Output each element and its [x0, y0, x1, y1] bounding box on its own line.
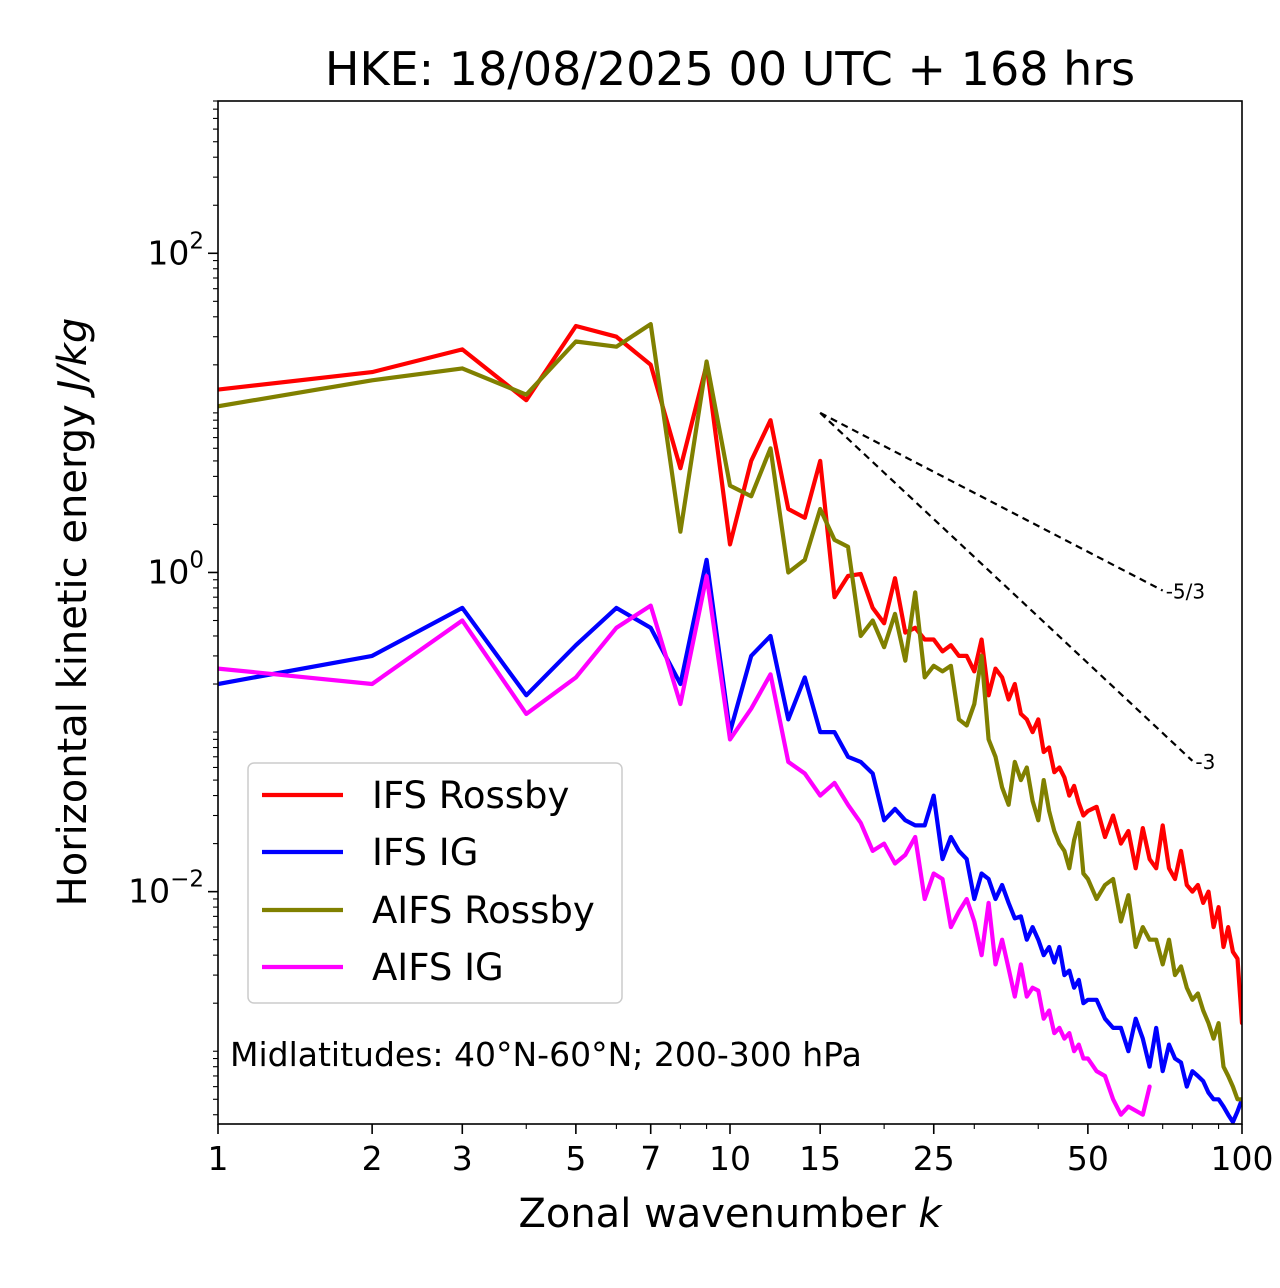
reference-slope-line-2: [819, 412, 1194, 762]
legend: IFS Rossby IFS IG AIFS Rossby AIFS IG: [247, 762, 623, 1004]
x-tick-label: 2: [362, 1139, 383, 1178]
x-axis-title: Zonal wavenumber k: [518, 1191, 943, 1237]
x-tick-label: 3: [452, 1139, 473, 1178]
x-tick-label: 1: [208, 1139, 229, 1178]
series-line-aifs-rossby: [218, 322, 1242, 1102]
x-tick-label: 15: [799, 1139, 841, 1178]
x-tick-label: 7: [640, 1139, 661, 1178]
x-tick-label: 5: [565, 1139, 586, 1178]
x-axis-label: Zonal wavenumber: [518, 1191, 906, 1237]
y-tick-label: 10−2: [128, 867, 204, 911]
x-axis: 1 2 3 5 7 10 15 25 50 100: [208, 1124, 1274, 1178]
legend-box: [247, 762, 623, 1004]
series-line-ifs-ig: [218, 557, 1242, 1124]
x-axis-variable: k: [918, 1191, 943, 1237]
y-axis-label: Horizontal kinetic energy: [50, 404, 96, 906]
series-line-aifs-ig: [218, 573, 1152, 1117]
reference-slope-line-1: [819, 411, 1164, 592]
series-line-ifs-rossby: [218, 323, 1242, 1026]
x-tick-label: 10: [709, 1139, 751, 1178]
y-tick-label: 100: [147, 547, 204, 591]
x-tick-label: 100: [1211, 1139, 1274, 1178]
y-tick-label: 102: [147, 228, 204, 272]
x-tick-label: 25: [913, 1139, 955, 1178]
reference-slope-layer: -5/3 -3: [819, 411, 1215, 774]
y-axis-units: J/kg: [50, 318, 96, 399]
legend-label-ifs-ig: IFS IG: [372, 831, 478, 874]
y-axis: 102 100 10−2: [128, 100, 218, 1116]
y-axis-title: Horizontal kinetic energy J/kg: [50, 318, 96, 907]
reference-slope-label-1: -5/3: [1166, 580, 1205, 604]
region-annotation: Midlatitudes: 40°N-60°N; 200-300 hPa: [230, 1035, 862, 1074]
legend-label-ifs-rossby: IFS Rossby: [372, 774, 569, 817]
x-tick-label: 50: [1067, 1139, 1109, 1178]
reference-slope-label-2: -3: [1195, 750, 1215, 774]
series-layer: [218, 322, 1242, 1124]
legend-label-aifs-rossby: AIFS Rossby: [372, 889, 595, 932]
chart-title: HKE: 18/08/2025 00 UTC + 168 hrs: [325, 42, 1135, 96]
legend-label-aifs-ig: AIFS IG: [372, 946, 504, 989]
